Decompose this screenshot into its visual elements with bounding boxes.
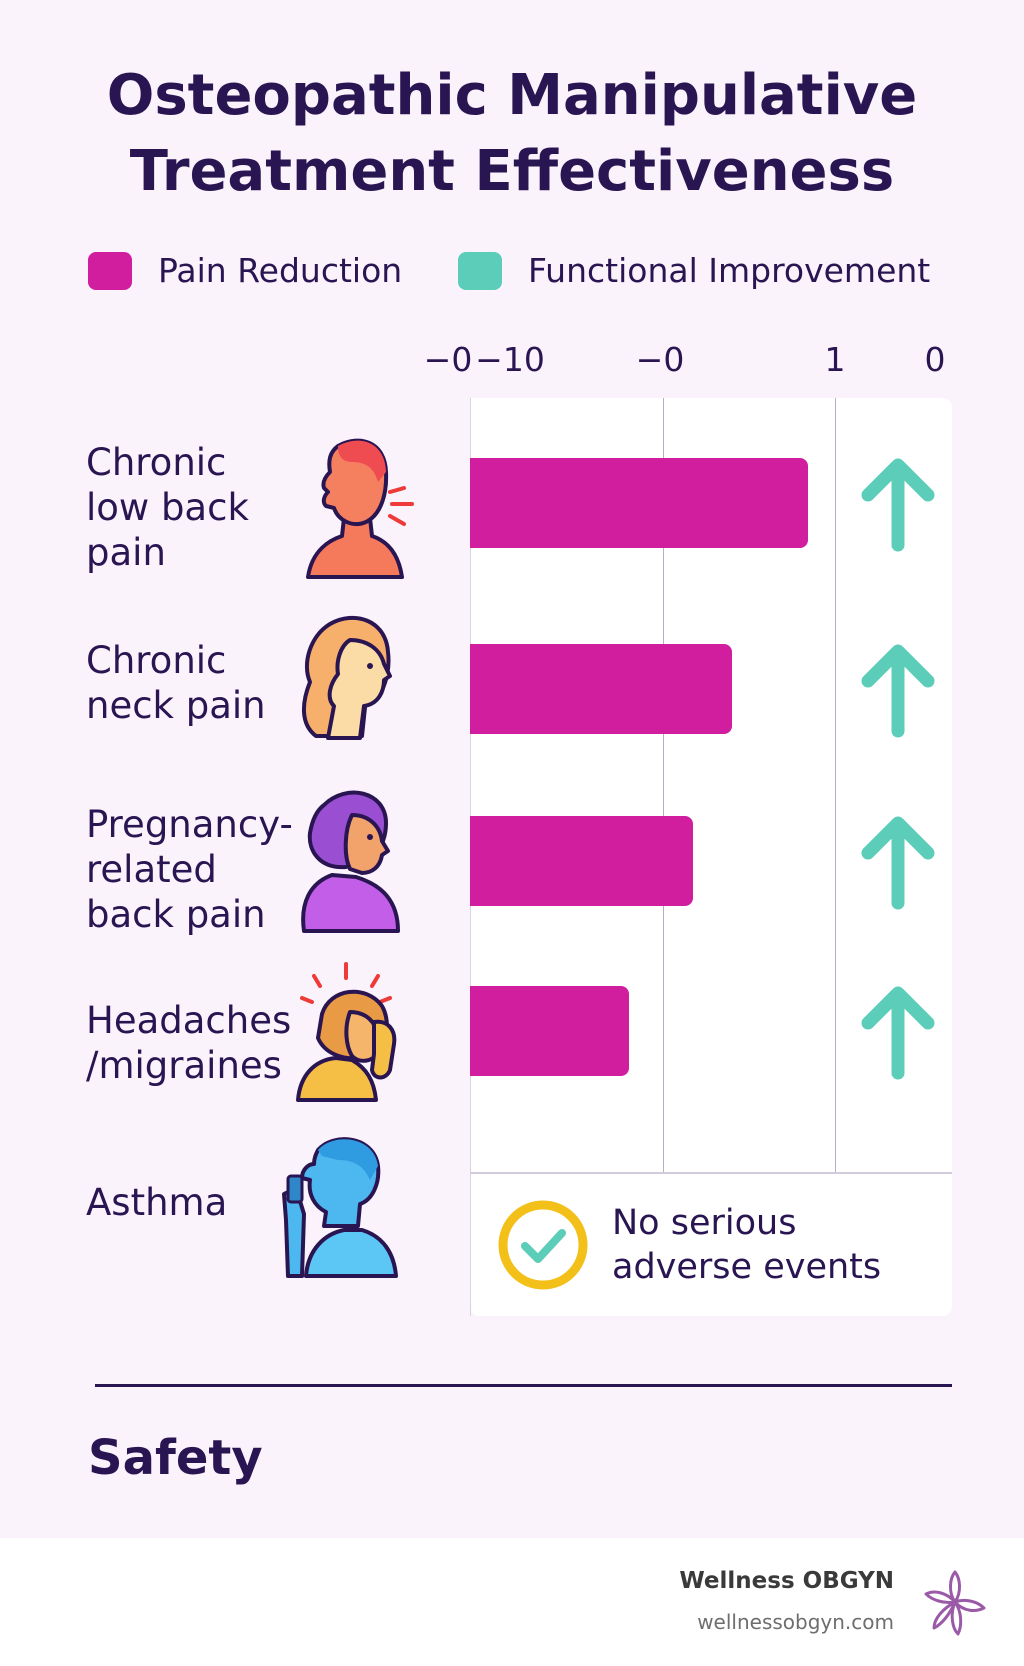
category-label-line: related: [86, 848, 217, 891]
plot-area: [470, 398, 952, 1316]
category-label-pregnancy-related-back-pain: Pregnancy- related back pain: [86, 802, 293, 937]
functional-improvement-up-arrow-icon: [861, 816, 935, 910]
title-line-2: Treatment Effectiveness: [129, 139, 895, 204]
legend-label-pain-reduction: Pain Reduction: [158, 251, 403, 290]
safety-note-text: No serious adverse events: [612, 1201, 932, 1289]
x-tick-label: 1: [824, 340, 846, 379]
bar-chronic-low-back-pain: [470, 458, 809, 548]
x-tick-label: −10: [475, 340, 545, 379]
man-neck-pain-icon: [306, 438, 414, 579]
pain-reduction-swatch: [88, 252, 132, 290]
category-label-asthma: Asthma: [86, 1180, 227, 1225]
safety-note: No serious adverse events: [496, 1195, 936, 1305]
footer: Wellness OBGYN wellnessobgyn.com: [0, 1538, 1024, 1666]
functional-improvement-up-arrow-icon: [861, 458, 935, 552]
plot-separator: [470, 1172, 952, 1174]
woman-headache-icon: [296, 962, 397, 1102]
safety-note-line-2: adverse events: [612, 1247, 882, 1287]
title-line-1: Osteopathic Manipulative: [106, 63, 918, 128]
woman-neck-icon: [302, 615, 392, 740]
bar-pregnancy-related-back-pain: [470, 816, 694, 906]
functional-improvement-up-arrow-icon: [861, 644, 935, 738]
check-circle-icon: [498, 1200, 588, 1290]
pregnant-woman-icon: [301, 790, 400, 933]
person-inhaler-icon: [282, 1137, 398, 1278]
category-label-line: low back: [86, 486, 249, 529]
x-axis-ticks: −0 −10 −0 1 0: [0, 340, 1024, 380]
category-label-line: /migraines: [86, 1044, 282, 1087]
category-label-line: Asthma: [86, 1181, 228, 1224]
functional-improvement-up-arrow-icon: [861, 986, 935, 1080]
gridline-zero: [663, 398, 664, 1173]
section-title-safety: Safety: [88, 1430, 263, 1486]
brand-name: Wellness OBGYN: [679, 1568, 894, 1594]
x-tick-label: −0: [423, 340, 473, 379]
category-label-line: Headaches: [86, 999, 292, 1042]
category-label-line: back pain: [86, 893, 266, 936]
category-label-headaches-migraines: Headaches /migraines: [86, 998, 291, 1088]
category-label-line: Chronic: [86, 441, 227, 484]
category-label-line: neck pain: [86, 684, 266, 727]
x-tick-label: 0: [924, 340, 946, 379]
category-label-chronic-neck-pain: Chronic neck pain: [86, 638, 266, 728]
category-label-line: pain: [86, 531, 166, 574]
legend-label-functional-improvement: Functional Improvement: [528, 251, 931, 290]
bar-headaches-migraines: [470, 986, 629, 1076]
functional-improvement-swatch: [458, 252, 502, 290]
bar-chronic-neck-pain: [470, 644, 733, 734]
flower-logo-icon: [924, 1570, 986, 1636]
chart-title: Osteopathic Manipulative Treatment Effec…: [0, 58, 1024, 210]
category-label-line: Pregnancy-: [86, 803, 293, 846]
gridline-one: [835, 398, 836, 1173]
x-tick-label: −0: [635, 340, 685, 379]
section-divider: [95, 1384, 952, 1387]
category-label-chronic-low-back-pain: Chronic low back pain: [86, 440, 249, 575]
category-label-line: Chronic: [86, 639, 227, 682]
safety-note-line-1: No serious: [612, 1203, 797, 1243]
brand-url[interactable]: wellnessobgyn.com: [697, 1610, 894, 1634]
